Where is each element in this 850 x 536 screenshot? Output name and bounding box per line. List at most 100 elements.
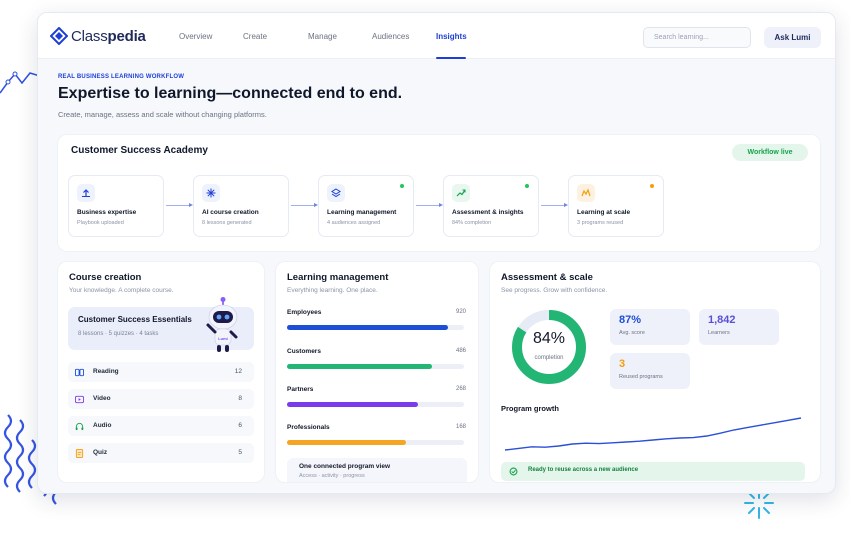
trend-icon	[452, 184, 470, 202]
active-tab-indicator	[436, 57, 466, 59]
headphones-icon	[75, 422, 84, 431]
stat-value: 87%	[619, 314, 642, 326]
row-label: Reading	[93, 368, 119, 375]
nav-insights[interactable]: Insights	[436, 32, 467, 41]
ask-lumi-button[interactable]: Ask Lumi	[764, 27, 821, 48]
decorative-line-icon	[0, 71, 40, 94]
completion-donut-chart	[512, 310, 586, 384]
status-dot	[650, 184, 654, 188]
audience-bar-track	[287, 402, 464, 407]
audience-label-employees: Employees	[287, 309, 322, 316]
audience-bar-track	[287, 325, 464, 330]
top-nav: Classpedia Overview Create Manage Audien…	[38, 13, 835, 59]
workflow-step-assessment-insights[interactable]: Assessment & insights 84% completion	[443, 175, 539, 237]
reuse-banner[interactable]: Ready to reuse across a new audience	[501, 462, 805, 481]
step-title: Learning management	[327, 209, 397, 216]
workflow-title: Customer Success Academy	[71, 145, 208, 156]
workflow-card: Customer Success Academy Workflow live B…	[57, 134, 821, 252]
reuse-text: Ready to reuse across a new audience	[528, 467, 639, 473]
step-subtitle: 84% completion	[452, 220, 492, 226]
audience-count-employees: 920	[455, 309, 466, 315]
program-view-card[interactable]: One connected program view Access · acti…	[287, 458, 467, 482]
content-row-quiz[interactable]: Quiz 5	[68, 443, 254, 463]
step-title: Business expertise	[77, 209, 137, 216]
row-label: Audio	[93, 422, 112, 429]
upload-icon	[77, 184, 95, 202]
stat-card-learners: 1,842 Learners	[699, 309, 779, 345]
workflow-step-learning-management[interactable]: Learning management 4 audiences assigned	[318, 175, 414, 237]
row-count: 12	[234, 368, 242, 375]
panel-subtitle: Everything learning. One place.	[287, 287, 378, 294]
row-count: 6	[238, 422, 242, 429]
panel-subtitle: Your knowledge. A complete course.	[69, 287, 174, 294]
completion-percent: 84%	[532, 330, 566, 347]
completion-caption: completion	[534, 355, 564, 361]
workflow-step-learning-at-scale[interactable]: Learning at scale 3 programs reused	[568, 175, 664, 237]
course-title: Customer Success Essentials	[78, 315, 192, 324]
step-title: Assessment & insights	[452, 209, 524, 216]
audience-count-professionals: 168	[455, 424, 466, 430]
brand-name-bold: pedia	[107, 27, 146, 45]
stat-label: Learners	[708, 330, 730, 336]
flow-arrow	[416, 203, 443, 207]
workflow-step-ai-course-creation[interactable]: AI course creation 8 lessons generated	[193, 175, 289, 237]
nav-manage[interactable]: Manage	[308, 32, 337, 41]
row-count: 5	[238, 449, 242, 456]
content-row-audio[interactable]: Audio 6	[68, 416, 254, 436]
program-growth-chart	[504, 417, 802, 451]
search-input[interactable]: Search learning...	[643, 27, 751, 48]
panel-title: Assessment & scale	[501, 272, 593, 283]
flow-arrow	[166, 203, 193, 207]
panel-subtitle: See progress. Grow with confidence.	[501, 287, 608, 294]
page-title: Expertise to learning—connected end to e…	[58, 85, 403, 102]
workflow-step-business-expertise[interactable]: Business expertise Playbook uploaded	[68, 175, 164, 237]
nav-overview[interactable]: Overview	[179, 32, 213, 41]
stat-label: Avg. score	[619, 330, 645, 336]
flow-arrow	[541, 203, 568, 207]
flow-arrow	[291, 203, 318, 207]
audience-bar-track	[287, 440, 464, 445]
step-title: AI course creation	[202, 209, 259, 216]
assessment-panel: Assessment & scale See progress. Grow wi…	[489, 261, 821, 483]
scale-icon	[577, 184, 595, 202]
workflow-status-badge: Workflow live	[732, 144, 808, 161]
nav-audiences[interactable]: Audiences	[372, 32, 410, 41]
nav-create[interactable]: Create	[243, 32, 268, 41]
learning-management-panel: Learning management Everything learning.…	[275, 261, 479, 483]
content-row-video[interactable]: Video 8	[68, 389, 254, 409]
row-count: 8	[238, 395, 242, 402]
page-kicker: REAL BUSINESS LEARNING WORKFLOW	[58, 74, 185, 80]
logo-icon	[50, 27, 68, 45]
program-view-subtitle: Access · activity · progress	[299, 473, 365, 479]
video-icon	[75, 395, 84, 404]
panel-title: Learning management	[287, 272, 389, 283]
audience-label-customers: Customers	[287, 348, 321, 355]
stat-label: Reused programs	[619, 374, 663, 380]
audience-bar-professionals	[287, 440, 406, 445]
quiz-icon	[75, 449, 84, 458]
program-growth-title: Program growth	[501, 404, 559, 413]
sparkle-icon	[202, 184, 220, 202]
brand-logo[interactable]: Classpedia	[50, 27, 146, 45]
step-subtitle: 4 audiences assigned	[327, 220, 381, 226]
step-subtitle: 3 programs reused	[577, 220, 624, 226]
content-row-reading[interactable]: Reading 12	[68, 362, 254, 382]
growth-line	[504, 417, 802, 451]
app-window: Classpedia Overview Create Manage Audien…	[37, 12, 836, 494]
audience-bar-employees	[287, 325, 449, 330]
layers-icon	[327, 184, 345, 202]
status-dot	[400, 184, 404, 188]
step-subtitle: 8 lessons generated	[202, 220, 252, 226]
page-subtitle: Create, manage, assess and scale without…	[58, 110, 267, 119]
status-dot	[525, 184, 529, 188]
refresh-icon	[509, 467, 518, 476]
stat-card-reused-programs: 3 Reused programs	[610, 353, 690, 389]
course-creation-panel: Course creation Your knowledge. A comple…	[57, 261, 265, 483]
audience-label-partners: Partners	[287, 386, 314, 393]
robot-mascot-icon: Lumi	[206, 297, 238, 352]
stat-value: 3	[619, 358, 626, 370]
audience-count-partners: 268	[455, 386, 466, 392]
row-label: Video	[93, 395, 111, 402]
audience-bar-track	[287, 364, 464, 369]
